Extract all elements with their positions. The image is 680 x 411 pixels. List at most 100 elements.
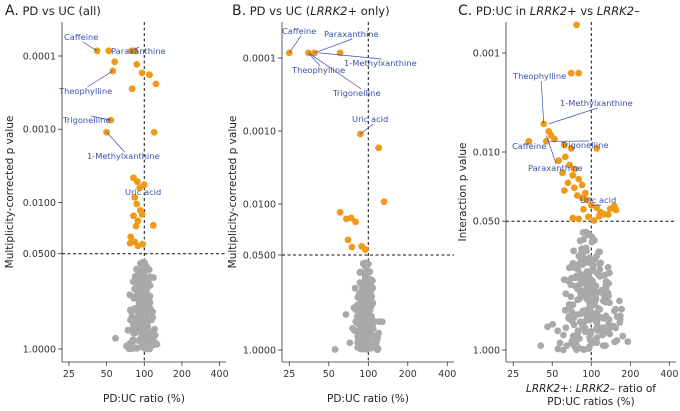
data-point-nonsignificant (137, 293, 145, 300)
x-tick-label: 200 (399, 369, 417, 380)
panel-c-x-label-suffix: – ratio of (610, 383, 657, 395)
data-point-nonsignificant (602, 328, 609, 335)
data-point-significant (569, 171, 577, 179)
data-point-nonsignificant (575, 281, 583, 289)
x-tick-label: 100 (135, 369, 153, 380)
data-point-nonsignificant (604, 263, 612, 271)
annotation-leader-line (314, 38, 353, 54)
data-point-nonsignificant (612, 305, 619, 313)
data-point-nonsignificant (143, 336, 151, 344)
data-point-nonsignificant (139, 311, 147, 319)
data-point-nonsignificant (562, 290, 570, 298)
data-point-nonsignificant (360, 286, 368, 294)
annotation-label: Uric acid (125, 187, 161, 197)
annotation-leader-line (318, 52, 382, 60)
annotation-label: Theophylline (512, 71, 566, 81)
data-point-nonsignificant (554, 345, 562, 353)
data-point-nonsignificant (619, 332, 627, 340)
data-point-significant (111, 58, 119, 66)
data-point-nonsignificant (359, 300, 367, 308)
data-point-significant (593, 204, 601, 212)
data-point-nonsignificant (361, 273, 369, 281)
data-point-nonsignificant (367, 344, 375, 352)
panel-c-title-prefix: PD:UC in (476, 4, 530, 18)
data-point-nonsignificant (354, 344, 362, 351)
data-point-nonsignificant (134, 328, 142, 335)
data-point-nonsignificant (587, 307, 594, 315)
x-tick-label: 200 (173, 369, 191, 380)
data-point-nonsignificant (596, 305, 604, 313)
annotation-leader-line (91, 115, 111, 121)
data-point-nonsignificant (346, 339, 354, 347)
panel-a-title-text: PD vs UC (all) (22, 4, 100, 18)
data-point-nonsignificant (603, 296, 611, 304)
annotation-label: Theophylline (291, 65, 345, 75)
data-point-significant (131, 47, 139, 55)
annotation-label: Uric acid (580, 195, 616, 205)
data-point-significant (584, 213, 592, 221)
data-point-nonsignificant (133, 344, 141, 352)
data-point-significant (133, 200, 141, 208)
data-point-nonsignificant (146, 273, 153, 281)
data-point-nonsignificant (601, 271, 609, 279)
data-point-nonsignificant (596, 260, 603, 267)
data-point-significant (587, 201, 595, 209)
data-point-significant (150, 128, 158, 136)
data-point-nonsignificant (612, 324, 619, 332)
panel-a-significant-points (93, 47, 160, 250)
data-point-nonsignificant (362, 312, 370, 320)
data-point-significant (570, 184, 578, 192)
panel-c-x-label-italic-2: LRRK2 (576, 383, 610, 395)
annotation-label: Theophylline (58, 86, 112, 96)
panel-b-title-suffix: + only) (347, 4, 389, 18)
panel-b-y-label: Multiplicity-corrected p value (227, 116, 239, 269)
data-point-nonsignificant (128, 313, 136, 321)
data-point-nonsignificant (549, 320, 557, 328)
data-point-nonsignificant (604, 289, 612, 297)
data-point-significant (564, 179, 572, 187)
data-point-significant (569, 214, 577, 222)
data-point-nonsignificant (112, 334, 119, 342)
data-point-significant (134, 217, 142, 225)
data-point-significant (555, 157, 563, 164)
x-tick-label: 25 (283, 369, 295, 380)
data-point-nonsignificant (351, 284, 359, 292)
data-point-nonsignificant (356, 269, 364, 277)
panel-c-x-label-mid: +: (560, 383, 576, 395)
data-point-nonsignificant (576, 259, 584, 267)
annotation-leader-line (540, 80, 545, 124)
annotation-label: Trigonelline (560, 140, 609, 150)
panel-c-title-suffix: – (634, 4, 640, 18)
data-point-significant (560, 187, 568, 194)
data-point-nonsignificant (579, 276, 586, 284)
data-point-significant (573, 21, 580, 29)
data-point-nonsignificant (130, 293, 137, 301)
annotation-leader-line (360, 123, 374, 135)
panel-a-y-label-text: Multiplicity-corrected p value (4, 116, 16, 269)
panel-b-y-label-text: Multiplicity-corrected p value (227, 116, 239, 269)
data-point-nonsignificant (144, 278, 152, 286)
data-point-nonsignificant (127, 307, 134, 315)
data-point-nonsignificant (331, 346, 339, 353)
data-point-nonsignificant (142, 286, 149, 294)
data-point-significant (133, 178, 141, 186)
data-point-nonsignificant (592, 293, 599, 301)
data-point-significant (575, 175, 583, 183)
data-point-significant (138, 69, 146, 77)
panel-b-title: B. PD vs UC (LRRK2+ only) (232, 3, 390, 19)
data-point-nonsignificant (593, 270, 601, 277)
data-point-significant (126, 239, 134, 247)
panel-a: A. PD vs UC (all) 25 50 100 200 400 0.00010.… (4, 3, 229, 405)
data-point-nonsignificant (567, 293, 575, 301)
panel-a-nonsignificant-points (112, 258, 161, 353)
annotation-label: Trigonelline (62, 115, 111, 125)
data-point-nonsignificant (581, 306, 589, 314)
data-point-nonsignificant (358, 337, 366, 345)
panel-c-x-label-line2: PD:UC ratios (%) (547, 396, 635, 408)
y-tick-label: 0.001 (473, 48, 500, 59)
data-point-nonsignificant (146, 345, 154, 353)
data-point-nonsignificant (368, 312, 375, 320)
data-point-nonsignificant (582, 287, 590, 295)
panel-c-title-italic-2: LRRK2 (597, 4, 634, 18)
data-point-nonsignificant (572, 274, 580, 282)
